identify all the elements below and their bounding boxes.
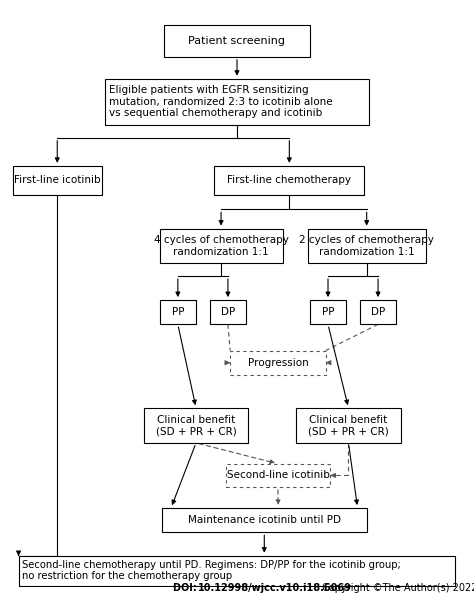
Text: DP: DP (371, 307, 385, 317)
Bar (160, 300, 196, 324)
Text: Maintenance icotinib until PD: Maintenance icotinib until PD (188, 515, 341, 525)
Bar (308, 229, 426, 263)
Bar (18, 556, 456, 586)
Bar (310, 300, 346, 324)
Text: DOI:: DOI: (173, 583, 201, 593)
Bar (105, 79, 369, 125)
Bar (164, 25, 310, 57)
Text: Second-line icotinib: Second-line icotinib (227, 470, 329, 480)
Text: First-line icotinib: First-line icotinib (14, 175, 100, 185)
Text: Patient screening: Patient screening (189, 36, 285, 46)
Bar (160, 229, 283, 263)
Bar (296, 408, 401, 443)
Text: First-line chemotherapy: First-line chemotherapy (228, 175, 351, 185)
Bar (230, 350, 326, 375)
Text: PP: PP (322, 307, 334, 317)
Text: 4 cycles of chemotherapy
randomization 1:1: 4 cycles of chemotherapy randomization 1… (154, 235, 289, 256)
Bar (144, 408, 248, 443)
Text: Second-line chemotherapy until PD. Regimens: DP/PP for the icotinib group;
no re: Second-line chemotherapy until PD. Regim… (22, 560, 401, 582)
Text: DP: DP (221, 307, 235, 317)
Bar (214, 166, 365, 195)
Text: Copyright ©The Author(s) 2022.: Copyright ©The Author(s) 2022. (319, 583, 474, 593)
Bar (162, 508, 367, 532)
Text: 10.12998/wjcc.v10.i18.6069: 10.12998/wjcc.v10.i18.6069 (198, 583, 352, 593)
Bar (210, 300, 246, 324)
Text: Clinical benefit
(SD + PR + CR): Clinical benefit (SD + PR + CR) (155, 415, 237, 436)
Bar (226, 464, 330, 487)
Text: Clinical benefit
(SD + PR + CR): Clinical benefit (SD + PR + CR) (308, 415, 389, 436)
Text: 2 cycles of chemotherapy
randomization 1:1: 2 cycles of chemotherapy randomization 1… (299, 235, 434, 256)
Text: Eligible patients with EGFR sensitizing
mutation, randomized 2:3 to icotinib alo: Eligible patients with EGFR sensitizing … (109, 85, 332, 119)
Text: Progression: Progression (247, 358, 308, 368)
Bar (13, 166, 101, 195)
Text: PP: PP (172, 307, 184, 317)
Bar (360, 300, 396, 324)
